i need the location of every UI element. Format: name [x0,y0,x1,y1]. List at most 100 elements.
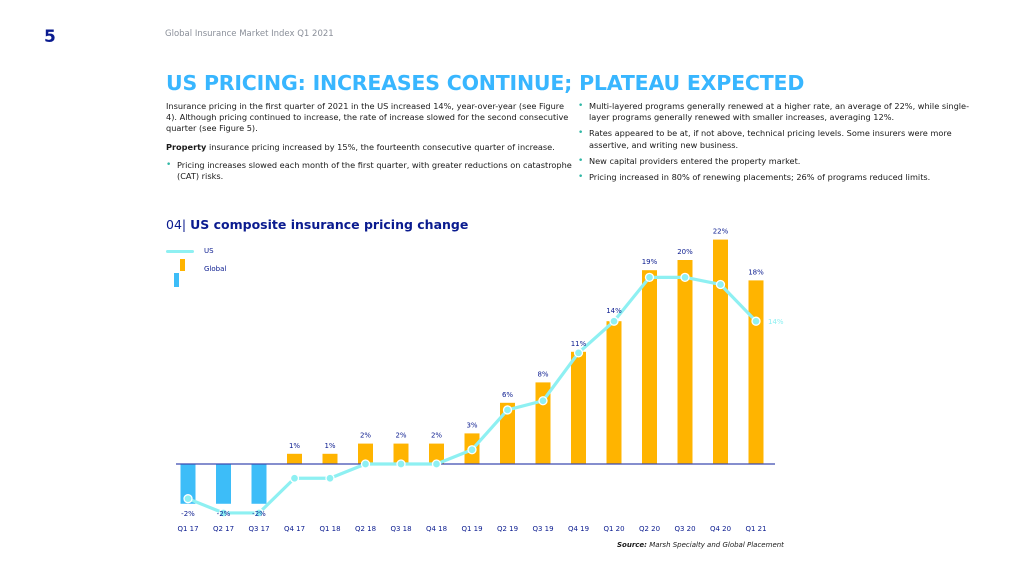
x-tick-label: Q3 19 [532,525,553,533]
point-us [325,473,335,483]
bullet-item: • Pricing increases slowed each month of … [166,159,572,182]
bar-global [216,464,231,504]
bar-global [429,443,444,464]
x-tick-label: Q1 19 [461,525,482,533]
legend-item-global: Global [166,258,226,288]
x-tick-label: Q4 20 [710,525,731,533]
legend-bar-swatch-icon [166,259,194,287]
bar-global [713,239,728,464]
left-bullet-list: • Pricing increases slowed each month of … [166,160,576,182]
chart-legend: US Global [166,244,226,288]
bullet-item: • Multi-layered programs generally renewe… [578,101,970,123]
bar-value-label: 2% [395,432,406,440]
line-end-value-label: 14% [768,318,784,326]
point-us [680,272,690,282]
bar-value-label: 6% [502,391,513,399]
bar-value-label: 2% [431,432,442,440]
property-paragraph-text: insurance pricing increased by 15%, the … [206,141,555,152]
bullet-item: • Pricing increased in 80% of renewing pl… [578,172,931,183]
bar-value-label: 1% [324,442,335,450]
bar-global [748,280,764,464]
figure-number: 04| [166,217,187,232]
source-label: Source: [617,541,647,549]
bar-value-label: 2% [360,432,371,440]
bullet-item: • Rates appeared to be at, if not above, … [578,128,952,150]
point-us [218,508,229,518]
property-bold-label: Property [166,141,207,152]
bar-value-label: 3% [466,421,477,429]
legend-label-global: Global [204,265,227,273]
legend-label-us: US [204,247,214,255]
bar-value-label: 22% [713,228,729,236]
bar-value-label: 1% [289,442,300,450]
right-bullet-list: • Multi-layered programs generally renewe… [578,101,988,183]
x-tick-label: Q1 20 [603,525,624,533]
x-tick-label: Q3 18 [390,525,411,533]
point-us [609,316,619,326]
point-us [396,459,406,469]
legend-item-us: US [166,244,226,258]
x-tick-label: Q2 20 [639,525,660,533]
bar-global [180,464,196,504]
x-tick-label: Q2 19 [497,525,518,533]
bullet-dot-icon: • [578,172,584,183]
bar-value-label: 14% [606,307,622,315]
bar-value-label: -2% [252,510,266,518]
bullet-dot-icon: • [166,159,172,170]
chart-source: Source: Marsh Specialty and Global Place… [617,541,784,549]
bar-global [322,453,338,464]
point-us [538,396,548,406]
point-us [751,316,761,326]
bar-global [677,260,693,464]
bar-value-label: 18% [748,268,764,276]
point-us [573,348,584,358]
point-us [715,279,726,290]
point-us [183,494,193,504]
point-us [502,405,513,415]
bullet-item: • New capital providers entered the prope… [578,155,801,166]
legend-line-swatch-icon [166,249,194,253]
bar-value-label: 11% [571,340,587,348]
right-text-column: • Multi-layered programs generally renewe… [578,101,988,188]
x-tick-label: Q1 17 [177,525,198,533]
bar-global [500,402,515,464]
intro-paragraph: Insurance pricing in the first quarter o… [166,101,569,134]
bar-global [642,270,657,464]
bullet-dot-icon: • [578,155,584,166]
x-tick-label: Q3 17 [248,525,269,533]
bullet-dot-icon: • [578,128,584,139]
bar-global [393,443,409,464]
bar-value-label: -2% [217,510,231,518]
bar-value-label: 20% [677,248,693,256]
point-us [644,272,655,282]
x-tick-label: Q3 20 [674,525,695,533]
source-text: Marsh Specialty and Global Placement [646,541,784,549]
figure-title: 04| US composite insurance pricing change [166,217,468,232]
bar-global [287,453,302,464]
bar-value-label: 19% [642,258,658,266]
bar-global [251,464,267,504]
bar-value-label: 8% [537,370,548,378]
point-us [431,459,442,469]
point-us [254,508,264,518]
x-tick-label: Q4 18 [426,525,447,533]
bar-global [358,443,373,464]
x-tick-label: Q4 19 [568,525,589,533]
x-tick-label: Q1 18 [319,525,340,533]
bar-value-label: -2% [181,510,195,518]
point-us [360,459,371,469]
bullet-dot-icon: • [578,101,584,111]
point-us [467,445,477,455]
property-paragraph: Property insurance pricing increased by … [166,142,576,153]
figure-name: US composite insurance pricing change [190,217,469,232]
x-tick-label: Q2 17 [213,525,234,533]
x-tick-label: Q1 21 [745,525,766,533]
x-tick-label: Q2 18 [355,525,376,533]
point-us [289,473,300,483]
bar-global [571,351,586,464]
line-us [187,275,758,515]
page-headline: US PRICING: INCREASES CONTINUE; PLATEAU … [166,71,805,95]
x-tick-label: Q4 17 [284,525,305,533]
document-title: Global Insurance Market Index Q1 2021 [165,29,334,39]
